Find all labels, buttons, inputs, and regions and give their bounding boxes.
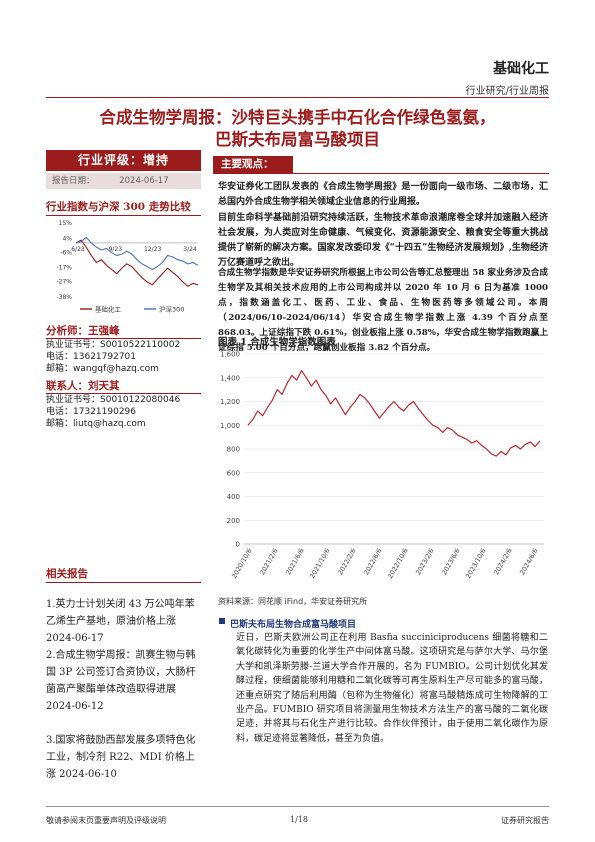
mini-x-tick-label: 6/23 — [71, 246, 85, 253]
related-reports-title: 相关报告 — [46, 568, 88, 580]
main-x-tick-label: 2020/10/6 — [230, 547, 254, 580]
main-y-tick-label: 1,400 — [220, 374, 240, 382]
main-y-tick-label: 1,000 — [220, 422, 240, 430]
related-divider — [46, 582, 201, 583]
index-title-divider — [46, 215, 201, 216]
contact-phone-label: 电话： — [46, 406, 74, 417]
mini-y-tick-label: -6% — [60, 249, 72, 256]
contact-email[interactable]: liutq@hazq.com — [73, 418, 146, 429]
related-report-3[interactable]: 3.国家将鼓励西部发展多项特色化工业，制冷剂 R22、MDI 价格上涨 2024… — [46, 735, 196, 780]
main-x-tick-label: 2022/10/6 — [386, 547, 410, 580]
main-x-tick-label: 2023/2/6 — [414, 547, 436, 576]
report-date-row: 报告日期： 2024-06-17 — [46, 173, 201, 189]
contact-info: 执业证书号：S0010122080046 电话：17321190296 邮箱：l… — [46, 395, 180, 430]
main-y-tick-label: 200 — [227, 517, 240, 525]
main-y-tick-label: 800 — [227, 446, 240, 454]
report-date-label: 报告日期： — [52, 176, 95, 186]
footer-divider — [46, 806, 549, 807]
paragraph-background: 目前生命科学基础前沿研究持续活跃，生物技术革命浪潮席卷全球并加速融入经济社会发展… — [218, 213, 548, 268]
analyst-divider — [46, 338, 201, 339]
related-report-1[interactable]: 1.英力士计划关闭 43 万公吨年苯乙烯生产基地，原油价格上涨 2024-06-… — [46, 599, 195, 644]
mini-series-line — [75, 239, 199, 287]
index-comparison-title: 行业指数与沪深 300 走势比较 — [46, 201, 191, 213]
paragraph-intro: 华安证券化工团队发表的《合成生物学周报》是一份面向一级市场、二级市场，汇总国内外… — [218, 182, 548, 207]
mini-y-tick-label: 15% — [59, 220, 73, 227]
key-points-divider — [213, 173, 549, 174]
mini-y-tick-label: 4% — [62, 235, 72, 242]
main-x-tick-label: 2022/6/6 — [362, 547, 384, 576]
main-x-tick-label: 2021/2/6 — [258, 547, 280, 576]
contact-cert-label: 执业证书号： — [46, 395, 101, 405]
mini-x-tick-label: 3/24 — [183, 246, 197, 253]
sector-name: 基础化工 — [493, 61, 549, 77]
main-x-tick-label: 2023/6/6 — [440, 547, 462, 576]
report-title-line2: 巴斯夫布局富马酸项目 — [215, 130, 380, 149]
main-x-tick-label: 2024/6/6 — [518, 547, 540, 576]
main-y-tick-label: 1,200 — [220, 398, 240, 406]
related-report-2[interactable]: 2.合成生物学周报：凯赛生物与韩国 3P 公司签订合资协议，大肠杆菌高产聚酯单体… — [46, 650, 196, 712]
footer-disclaimer[interactable]: 敬请参阅末页重要声明及评级说明 — [46, 816, 166, 825]
contact-title: 联系人：刘天其 — [46, 380, 120, 392]
main-y-tick-label: 400 — [227, 493, 240, 501]
main-x-tick-label: 2023/10/6 — [464, 547, 488, 580]
figure-source: 资料来源：同花顺 iFind，华安证券研究所 — [218, 597, 368, 606]
contact-divider — [46, 393, 201, 394]
contact-cert: S0010122080046 — [100, 395, 181, 405]
main-chart-x-axis: 2020/10/6 2021/2/6 2021/6/6 2021/10/6 2022/2… — [230, 547, 540, 580]
report-date: 2024-06-17 — [119, 176, 169, 186]
mini-chart-x-axis: 6/23 9/23 12/23 3/24 — [71, 242, 198, 253]
mini-chart-lines — [75, 236, 199, 287]
analyst-email[interactable]: wangqf@hazq.com — [73, 363, 159, 374]
mini-chart-legend: 基础化工 沪深300 — [80, 305, 184, 314]
analyst-info: 执业证书号：S0010522110002 电话：13621792701 邮箱：w… — [46, 340, 180, 375]
subheading-bullet-icon — [219, 618, 225, 624]
contact-phone: 17321190296 — [73, 406, 137, 417]
main-x-tick-label: 2024/2/6 — [492, 547, 514, 576]
main-y-tick-label: 600 — [227, 469, 240, 477]
analyst-phone-label: 电话： — [46, 351, 74, 362]
synbio-index-chart: 0 200 400 600 800 1,000 1,200 1,400 1,600 2020/1… — [220, 351, 544, 580]
main-x-tick-label: 2021/10/6 — [308, 547, 332, 580]
industry-rating: 行业评级：增持 — [46, 150, 201, 171]
header-divider — [46, 97, 549, 98]
analyst-email-label: 邮箱： — [46, 363, 74, 374]
analyst-cert-label: 执业证书号： — [46, 340, 101, 350]
contact-email-label: 邮箱： — [46, 418, 74, 429]
mini-y-tick-label: -17% — [56, 265, 72, 272]
mini-chart-y-axis: 15% 4% -6% -17% -27% -38% — [56, 220, 72, 301]
paragraph-index: 合成生物学指数是华安证券研究所根据上市公司公告等汇总整理出 58 家业务涉及合成… — [218, 268, 548, 353]
main-y-tick-label: 0 — [236, 541, 240, 549]
page-number: 1/18 — [290, 815, 308, 824]
report-type: 行业研究/行业周报 — [465, 86, 549, 97]
footer-brand: 证券研究报告 — [501, 816, 549, 825]
mini-series-line — [75, 236, 199, 271]
main-chart-series — [247, 370, 541, 457]
report-title-line1: 合成生物学周报：沙特巨头携手中石化合作绿色氢氨， — [99, 108, 496, 127]
figure-caption: 图表 1 合成生物学指数图表 — [218, 337, 336, 348]
analyst-phone: 13621792701 — [73, 351, 137, 362]
analyst-cert: S0010522110002 — [100, 340, 181, 350]
mini-x-tick-label: 12/23 — [144, 246, 161, 253]
mini-legend-label: 沪深300 — [159, 305, 184, 314]
mini-y-tick-label: -38% — [56, 294, 72, 301]
main-y-tick-label: 1,600 — [220, 351, 240, 359]
main-x-tick-label: 2022/2/6 — [336, 547, 358, 576]
mini-legend-label: 基础化工 — [95, 305, 122, 314]
mini-x-tick-label: 9/23 — [109, 246, 123, 253]
paragraph-basf: 近日，巴斯夫欧洲公司正在利用 Basfia succiniciproducens… — [236, 633, 548, 744]
analyst-title: 分析师：王强峰 — [46, 325, 120, 337]
subheading: 巴斯夫布局生物合成富马酸项目 — [230, 620, 357, 630]
synbio-index-line — [247, 370, 541, 457]
key-points-label: 主要观点： — [213, 156, 293, 173]
index-comparison-chart: 15% 4% -6% -17% -27% -38% 6/23 9/23 12/23 3/24 基… — [56, 220, 199, 314]
main-x-tick-label: 2021/6/6 — [284, 547, 306, 576]
main-chart-y-axis: 0 200 400 600 800 1,000 1,200 1,400 1,600 — [220, 351, 544, 549]
mini-y-tick-label: -27% — [56, 279, 72, 286]
